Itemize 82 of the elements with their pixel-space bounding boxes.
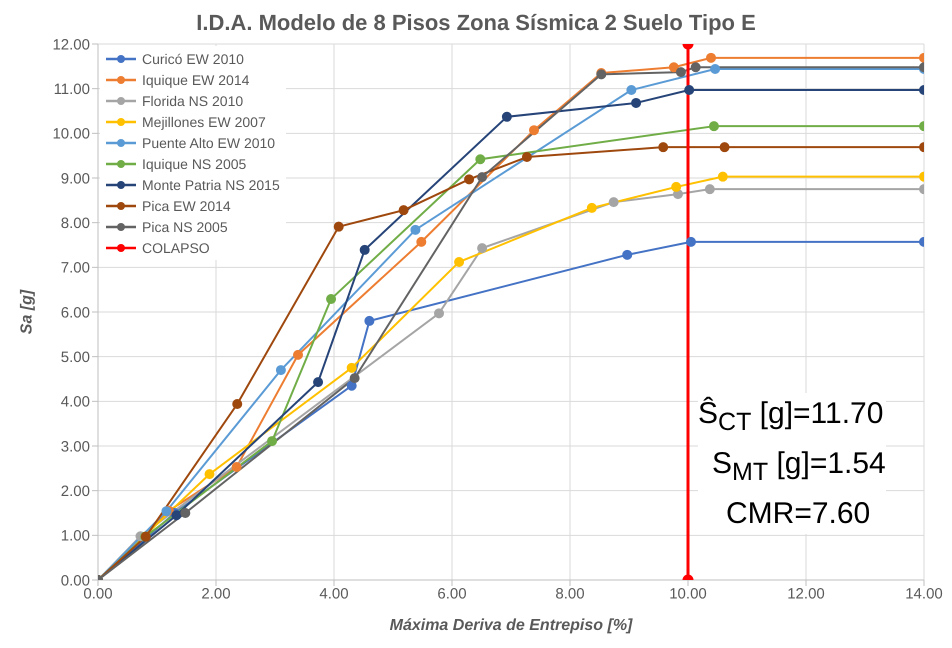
point: [668, 62, 679, 72]
point: [326, 294, 336, 304]
point: [475, 154, 486, 164]
point: [686, 236, 696, 247]
point: [410, 224, 420, 235]
legend-label: Puente Alto EW 2010: [142, 134, 276, 150]
legend-label: Iquique EW 2014: [142, 72, 250, 88]
chart-title: I.D.A. Modelo de 8 Pisos Zona Sísmica 2 Suelo Tipo E: [195, 10, 757, 36]
point: [464, 174, 474, 184]
legend-label: Iquique NS 2005: [142, 156, 246, 172]
point: [267, 436, 278, 446]
point: [631, 98, 642, 108]
legend-label: Pica NS 2005: [142, 218, 228, 234]
point: [232, 399, 242, 410]
point: [360, 244, 370, 255]
legend-label: Curicó EW 2010: [142, 50, 244, 66]
point: [276, 365, 286, 376]
point: [658, 142, 668, 152]
y-tick-label: 8.00: [60, 214, 90, 232]
point: [608, 197, 619, 208]
point: [718, 172, 728, 182]
annotation: S$_{MT}$ [g]=1.54: [711, 446, 886, 488]
point: [334, 222, 344, 232]
y-tick-label: 5.00: [60, 348, 90, 366]
point: [710, 64, 720, 74]
point: [232, 462, 242, 472]
legend-label: Pica EW 2014: [142, 198, 231, 214]
point: [684, 85, 694, 96]
x-tick-label: 8.00: [555, 586, 585, 603]
point: [622, 250, 632, 260]
legend-label: Mejillones EW 2007: [142, 114, 266, 130]
y-tick-label: 1.00: [60, 528, 90, 545]
point: [522, 152, 532, 162]
x-tick-label: 4.00: [319, 586, 349, 603]
point: [704, 184, 715, 194]
x-tick-label: 14.00: [905, 586, 943, 603]
point: [313, 377, 324, 388]
point: [676, 67, 686, 78]
x-tick-label: 12.00: [787, 586, 825, 603]
point: [454, 256, 464, 267]
point: [502, 112, 512, 122]
point: [416, 236, 426, 247]
y-tick-label: 7.00: [60, 260, 90, 277]
point: [204, 469, 215, 480]
x-tick-label: 10.00: [669, 586, 707, 603]
y-tick-label: 11.00: [54, 80, 90, 98]
annotation: CMR=7.60: [725, 496, 872, 532]
y-tick-label: 10.00: [52, 126, 90, 143]
y-tick-label: 2.00: [60, 482, 90, 500]
point: [180, 508, 190, 518]
point: [529, 125, 540, 136]
y-tick-label: 3.00: [60, 438, 90, 456]
annotation: Ŝ$_{CT}$ [g]=11.70: [698, 396, 884, 438]
point: [708, 121, 719, 132]
point: [626, 85, 636, 96]
point: [671, 182, 682, 192]
point: [720, 142, 730, 152]
y-tick-label: 6.00: [60, 304, 90, 322]
y-tick-label: 12.00: [52, 36, 90, 54]
legend-label: Monte Patria NS 2015: [142, 176, 280, 192]
x-axis-title: Máxima Deriva de Entrepiso [%]: [390, 617, 634, 634]
legend-label: Florida NS 2010: [142, 92, 244, 108]
point: [293, 350, 304, 360]
point: [364, 316, 374, 326]
point: [398, 205, 409, 216]
point: [346, 362, 357, 373]
point: [586, 202, 597, 213]
point: [346, 380, 357, 391]
point: [350, 373, 360, 384]
x-tick-label: 6.00: [437, 586, 467, 603]
point: [434, 308, 444, 318]
point: [161, 506, 172, 516]
point: [477, 172, 488, 182]
y-axis-title: Sa [g]: [18, 289, 36, 334]
point: [690, 62, 701, 72]
point: [171, 510, 182, 520]
x-tick-label: 2.00: [201, 586, 231, 603]
y-tick-label: 9.00: [60, 170, 90, 188]
y-tick-label: 4.00: [60, 394, 90, 411]
point: [477, 243, 488, 254]
point: [706, 52, 716, 63]
legend-label: COLAPSO: [142, 240, 210, 256]
